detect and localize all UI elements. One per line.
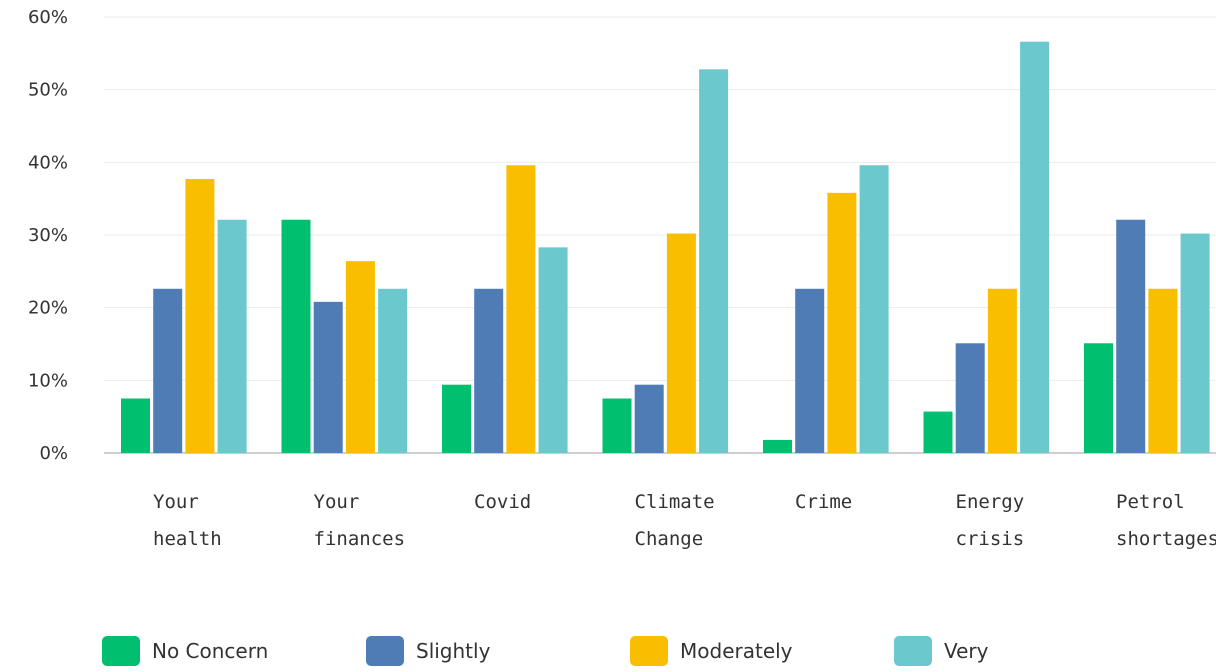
bar-group bbox=[602, 69, 729, 454]
y-tick-label: 20% bbox=[28, 298, 68, 319]
bar-group bbox=[121, 179, 247, 453]
bar-slightly[interactable] bbox=[1116, 219, 1146, 453]
bar-moderately[interactable] bbox=[827, 192, 857, 453]
legend-label-no-concern: No Concern bbox=[152, 639, 269, 663]
legend-swatch-very bbox=[894, 636, 932, 666]
y-tick-label: 40% bbox=[28, 152, 68, 173]
category-labels: Your health Your finances Covid Climate Change… bbox=[153, 491, 1216, 550]
bar-moderately[interactable] bbox=[1148, 288, 1178, 453]
bar-no-concern[interactable] bbox=[602, 398, 632, 454]
bar-moderately[interactable] bbox=[666, 233, 696, 453]
category-label: Petrol shortages bbox=[1116, 491, 1216, 550]
bar-moderately[interactable] bbox=[987, 288, 1017, 453]
bar-group bbox=[281, 219, 408, 453]
bar-group bbox=[442, 165, 568, 454]
bar-slightly[interactable] bbox=[955, 343, 985, 453]
bar-no-concern[interactable] bbox=[442, 384, 471, 453]
bars bbox=[121, 41, 1210, 454]
legend-item-moderately: Moderately bbox=[630, 636, 793, 666]
legend-label-moderately: Moderately bbox=[680, 639, 793, 663]
bar-slightly[interactable] bbox=[153, 288, 183, 453]
legend-swatch-no-concern bbox=[102, 636, 140, 666]
y-tick-label: 10% bbox=[28, 370, 68, 391]
bar-no-concern[interactable] bbox=[121, 398, 150, 454]
bar-very[interactable] bbox=[538, 247, 568, 453]
bar-slightly[interactable] bbox=[313, 301, 343, 453]
bar-slightly[interactable] bbox=[795, 288, 825, 453]
category-label: Your finances bbox=[314, 491, 406, 550]
legend-item-slightly: Slightly bbox=[366, 636, 490, 666]
bar-very[interactable] bbox=[1180, 233, 1210, 453]
legend-swatch-moderately bbox=[630, 636, 668, 666]
bar-chart: 0% 10% 20% 30% 40% 50% 60% Your health Your finan… bbox=[28, 7, 1216, 550]
bar-very[interactable] bbox=[378, 288, 408, 453]
bar-moderately[interactable] bbox=[506, 165, 536, 454]
y-tick-label: 50% bbox=[28, 80, 68, 101]
category-label: Crime bbox=[795, 491, 852, 513]
bar-group bbox=[923, 41, 1050, 453]
legend-swatch-slightly bbox=[366, 636, 404, 666]
bar-very[interactable] bbox=[699, 69, 729, 453]
legend-label-very: Very bbox=[944, 639, 989, 663]
y-tick-label: 60% bbox=[28, 7, 68, 28]
bar-no-concern[interactable] bbox=[923, 411, 953, 453]
category-label: Covid bbox=[474, 491, 531, 513]
bar-slightly[interactable] bbox=[634, 384, 664, 453]
bar-no-concern[interactable] bbox=[763, 439, 792, 453]
bar-moderately[interactable] bbox=[345, 261, 375, 453]
bar-slightly[interactable] bbox=[474, 288, 504, 453]
bar-no-concern[interactable] bbox=[281, 219, 311, 453]
bar-no-concern[interactable] bbox=[1084, 343, 1113, 453]
legend: No Concern Slightly Moderately Very bbox=[0, 632, 1216, 672]
y-tick-label: 30% bbox=[28, 225, 68, 246]
category-label: Your health bbox=[153, 491, 222, 550]
category-label: Climate Change bbox=[635, 491, 715, 550]
category-label: Energy crisis bbox=[956, 491, 1025, 550]
bar-moderately[interactable] bbox=[185, 179, 215, 453]
bar-group bbox=[763, 165, 889, 454]
bar-group bbox=[1084, 219, 1210, 453]
bar-very[interactable] bbox=[217, 219, 247, 453]
legend-item-no-concern: No Concern bbox=[102, 636, 268, 666]
legend-item-very: Very bbox=[894, 636, 989, 666]
bar-very[interactable] bbox=[859, 165, 889, 454]
legend-label-slightly: Slightly bbox=[416, 639, 491, 663]
bar-very[interactable] bbox=[1020, 41, 1050, 453]
y-tick-label: 0% bbox=[39, 443, 68, 464]
y-axis-tick-labels: 0% 10% 20% 30% 40% 50% 60% bbox=[28, 7, 68, 464]
